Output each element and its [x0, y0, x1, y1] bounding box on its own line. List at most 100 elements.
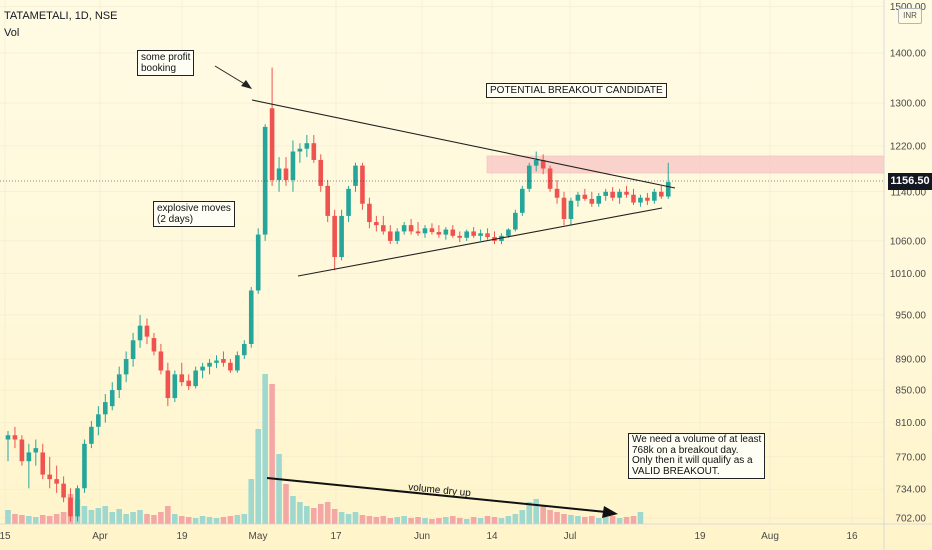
volume-bar — [227, 516, 234, 524]
price-tick-label: 1220.00 — [890, 141, 927, 152]
volume-bar — [505, 516, 512, 524]
note-line: explosive moves — [157, 203, 231, 214]
candle-body — [255, 234, 261, 291]
candle-body — [123, 359, 129, 375]
time-tick-label: 16 — [846, 531, 858, 542]
price-axis[interactable]: 1500.00 1400.00 1300.00 1220.00 1140.00 1060.… — [890, 2, 927, 525]
candle-body — [325, 185, 330, 216]
volume-dryup-arrow — [266, 477, 607, 513]
candle-body — [311, 143, 317, 160]
time-tick-label: 15 — [0, 531, 11, 542]
candle-body — [353, 165, 358, 186]
candle-body — [450, 229, 456, 236]
candle-body — [103, 402, 108, 415]
candle-body — [193, 370, 198, 387]
volume-bar — [102, 506, 109, 524]
volume-bar — [88, 510, 95, 524]
volume-bar — [338, 512, 345, 524]
volume-bar — [241, 514, 248, 524]
time-tick-label: 19 — [176, 531, 188, 542]
volume-bar — [463, 519, 470, 524]
candle-body — [75, 488, 80, 517]
candle-body — [304, 143, 310, 149]
note-line: some profit — [141, 52, 191, 63]
volume-bar — [547, 510, 553, 524]
candle-body — [61, 483, 66, 498]
candle-body — [186, 380, 191, 387]
candle-body — [582, 194, 588, 199]
candle-body — [513, 212, 518, 230]
candle-body — [394, 231, 400, 241]
candle-body — [269, 108, 275, 181]
time-tick-label: Jul — [564, 531, 577, 542]
candle-body — [617, 191, 622, 198]
volume-bar — [158, 512, 164, 524]
price-tick-label: 850.00 — [895, 386, 926, 397]
volume-bar — [39, 515, 46, 524]
volume-bar — [130, 512, 136, 524]
candle-body — [652, 191, 657, 201]
currency-badge[interactable]: INR — [898, 8, 922, 24]
candle-body — [221, 359, 226, 363]
candle-body — [332, 215, 337, 258]
time-tick-label: Jun — [414, 531, 430, 542]
volume-bar — [33, 517, 39, 524]
volume-bar — [436, 518, 442, 524]
volume-bar — [297, 502, 303, 524]
volume-indicator-label[interactable]: Vol — [4, 27, 20, 39]
candle-body — [214, 360, 219, 363]
candle-body — [276, 168, 282, 181]
candle-body — [638, 197, 643, 203]
volume-bar — [234, 515, 241, 524]
candle-body — [116, 374, 122, 391]
volume-requirement-note: We need a volume of at least 768k on a b… — [628, 433, 766, 479]
candle-body — [596, 195, 602, 204]
symbol-title[interactable]: TATAMETALI, 1D, NSE — [4, 10, 118, 22]
candle-body — [533, 159, 539, 166]
volume-bar — [199, 516, 206, 524]
profit-arrow-head — [241, 80, 252, 89]
candle-body — [457, 235, 463, 238]
volume-bar — [283, 484, 289, 524]
candle-body — [665, 182, 671, 197]
candle-body — [89, 426, 94, 444]
volume-bar — [116, 509, 122, 524]
candle-body — [158, 351, 164, 371]
candle-body — [207, 362, 212, 367]
volume-bar — [477, 518, 484, 524]
volume-bar — [484, 516, 491, 524]
volume-bar — [144, 514, 150, 524]
candle-body — [408, 225, 414, 232]
price-tick-label: 1500.00 — [890, 2, 927, 13]
candle-body — [478, 233, 483, 236]
price-tick-label: 734.00 — [895, 485, 926, 496]
candle-body — [360, 165, 365, 204]
upper-trendline[interactable] — [251, 99, 676, 189]
candle-body — [283, 168, 289, 181]
volume-bar — [60, 512, 67, 524]
note-line: VALID BREAKOUT. — [632, 465, 720, 477]
price-tick-label: 770.00 — [895, 452, 926, 463]
candle-body — [568, 200, 574, 219]
volume-bar — [373, 517, 380, 524]
volume-bar — [352, 512, 359, 524]
candle-body — [68, 497, 73, 517]
candle-body — [290, 151, 296, 181]
lower-trendline[interactable] — [297, 207, 663, 277]
volume-bar — [46, 516, 53, 524]
candle-body — [40, 452, 46, 475]
volume-bar — [491, 517, 498, 524]
volume-bar — [165, 506, 171, 524]
candle-body — [575, 194, 581, 201]
time-axis[interactable]: 15 Apr 19 May 17 Jun 14 Jul 19 Aug 16 — [0, 531, 858, 542]
time-tick-label: May — [249, 531, 268, 542]
candle-body — [26, 452, 32, 462]
volume-bar — [53, 514, 60, 524]
volume-dryup-label: volume dry up — [408, 482, 472, 499]
price-tick-label: 702.00 — [895, 514, 926, 525]
candle-body — [339, 215, 344, 258]
profit-arrow — [214, 65, 249, 87]
explosive-moves-note: explosive moves (2 days) — [153, 201, 235, 227]
volume-bar — [192, 518, 199, 524]
